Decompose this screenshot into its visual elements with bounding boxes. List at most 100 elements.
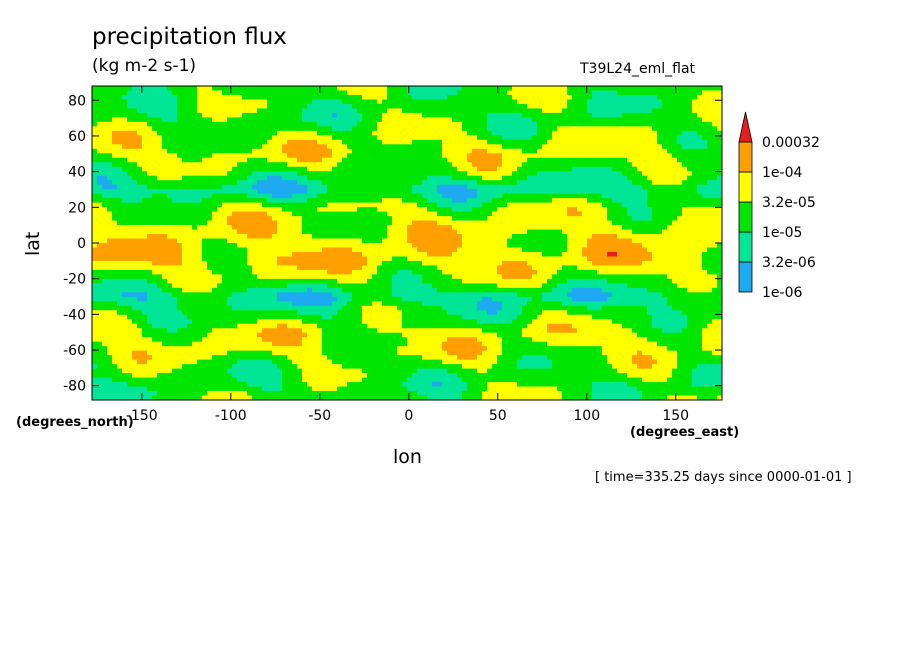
field-cell	[672, 86, 678, 91]
field-cell	[537, 108, 543, 114]
field-cell	[707, 229, 713, 235]
field-cell	[637, 193, 643, 199]
field-cell	[437, 157, 443, 163]
field-cell	[537, 198, 543, 204]
field-cell	[707, 193, 713, 199]
field-cell	[592, 256, 598, 262]
field-cell	[432, 99, 438, 105]
field-cell	[182, 243, 188, 248]
field-cell	[612, 198, 618, 204]
field-cell	[577, 121, 583, 127]
field-cell	[107, 216, 113, 222]
field-cell	[437, 251, 443, 257]
field-cell	[342, 108, 348, 114]
field-cell	[232, 121, 238, 127]
field-cell	[102, 175, 108, 181]
field-cell	[712, 189, 718, 195]
field-cell	[417, 189, 423, 195]
field-cell	[652, 175, 658, 181]
field-cell	[452, 148, 458, 154]
field-cell	[612, 99, 618, 105]
field-cell	[447, 256, 453, 262]
field-cell	[522, 148, 528, 154]
field-cell	[437, 162, 443, 168]
field-cell	[482, 180, 488, 186]
field-cell	[477, 171, 483, 177]
field-cell	[682, 126, 688, 132]
field-cell	[197, 148, 203, 154]
field-cell	[337, 229, 343, 235]
field-cell	[332, 247, 338, 253]
field-cell	[412, 112, 418, 118]
field-cell	[507, 234, 513, 240]
field-cell	[582, 94, 588, 100]
field-cell	[547, 121, 553, 127]
field-cell	[547, 180, 553, 186]
field-cell	[662, 130, 668, 136]
field-cell	[412, 238, 418, 244]
field-cell	[452, 193, 458, 199]
field-cell	[467, 180, 473, 186]
field-cell	[622, 202, 628, 208]
field-cell	[407, 148, 413, 154]
field-cell	[662, 135, 668, 141]
field-cell	[167, 162, 173, 168]
field-cell	[377, 162, 383, 168]
field-cell	[707, 157, 713, 163]
field-cell	[237, 166, 243, 172]
field-cell	[297, 198, 303, 204]
field-cell	[347, 243, 353, 248]
field-cell	[382, 238, 388, 244]
field-cell	[667, 189, 673, 195]
field-cell	[152, 103, 158, 109]
field-cell	[372, 103, 378, 109]
field-cell	[617, 193, 623, 199]
field-cell	[317, 234, 323, 240]
field-cell	[257, 238, 263, 244]
field-cell	[522, 171, 528, 177]
field-cell	[282, 112, 288, 118]
field-cell	[597, 238, 603, 244]
field-cell	[622, 193, 628, 199]
field-cell	[402, 238, 408, 244]
field-cell	[627, 229, 633, 235]
field-cell	[557, 139, 563, 145]
field-cell	[527, 234, 533, 240]
field-cell	[357, 180, 363, 186]
field-cell	[432, 148, 438, 154]
field-cell	[157, 184, 163, 190]
field-cell	[397, 207, 403, 213]
field-cell	[587, 153, 593, 159]
field-cell	[117, 153, 123, 159]
field-cell	[207, 157, 213, 163]
field-cell	[187, 162, 193, 168]
field-cell	[367, 112, 373, 118]
field-cell	[487, 175, 493, 181]
field-cell	[372, 207, 378, 213]
field-cell	[267, 139, 273, 145]
field-cell	[222, 99, 228, 105]
field-cell	[657, 99, 663, 105]
field-cell	[487, 202, 493, 208]
field-cell	[142, 251, 148, 257]
field-cell	[522, 247, 528, 253]
field-cell	[92, 99, 98, 105]
field-cell	[312, 229, 318, 235]
field-cell	[417, 171, 423, 177]
field-cell	[347, 220, 353, 226]
field-cell	[137, 117, 143, 123]
field-cell	[332, 135, 338, 141]
field-cell	[632, 180, 638, 186]
field-cell	[552, 256, 558, 262]
field-cell	[552, 225, 558, 231]
field-cell	[527, 225, 533, 231]
field-cell	[367, 139, 373, 145]
field-cell	[297, 220, 303, 226]
field-cell	[177, 117, 183, 123]
field-cell	[282, 198, 288, 204]
field-cell	[342, 225, 348, 231]
field-cell	[472, 94, 478, 100]
field-cell	[287, 153, 293, 159]
field-cell	[712, 238, 718, 244]
field-cell	[627, 180, 633, 186]
